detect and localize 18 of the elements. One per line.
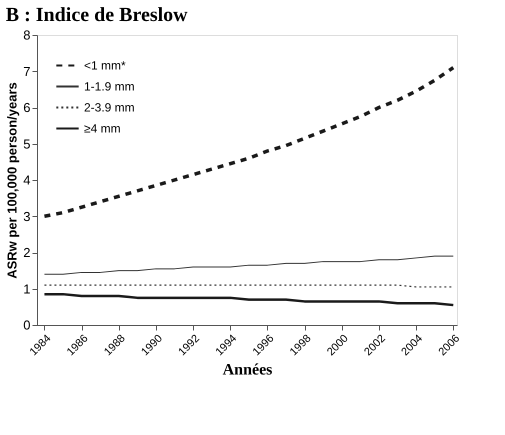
legend-label: ≥4 mm — [84, 122, 121, 136]
y-tick-label: 1 — [23, 281, 30, 296]
legend-label: 2-3.9 mm — [84, 100, 135, 114]
y-tick-label: 8 — [23, 28, 30, 42]
line-series — [43, 292, 455, 306]
legend-label: <1 mm* — [84, 58, 126, 72]
y-tick-label: 6 — [23, 100, 30, 115]
y-tick-label: 0 — [23, 318, 30, 332]
y-tick-label: 3 — [23, 208, 30, 224]
y-axis-title: ASRw per 100,000 person/years — [4, 82, 20, 279]
y-tick-label: 2 — [23, 245, 30, 260]
y-tick-label: 4 — [23, 172, 30, 188]
line-series — [44, 256, 454, 275]
y-tick-label: 7 — [23, 64, 30, 79]
x-axis-title: Années — [222, 362, 272, 379]
y-tick-label: 5 — [23, 136, 30, 152]
chart-title: B : Indice de Breslow — [6, 4, 188, 26]
legend-label: 1-1.9 mm — [84, 80, 135, 94]
